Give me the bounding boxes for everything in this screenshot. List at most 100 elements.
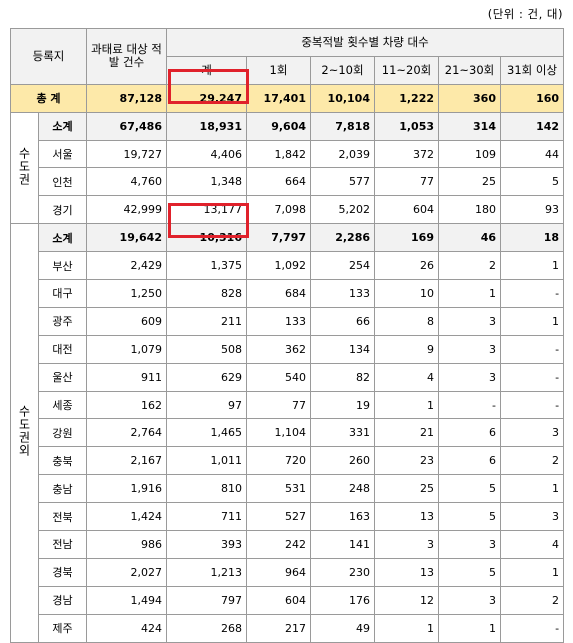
city-value: 2 <box>499 585 565 615</box>
city-value: 21 <box>374 418 439 448</box>
city-label: 경남 <box>38 585 87 615</box>
table-row-subtotal: 수도권 소계 67,486 18,931 9,604 7,818 1,053 314 142 <box>10 111 565 225</box>
city-value: 1,375 <box>166 251 247 281</box>
header-col-11-20: 11~20회 <box>374 55 439 85</box>
header-fine-cases: 과태료 대상 적발 건수 <box>86 28 167 85</box>
city-label: 충북 <box>38 446 87 476</box>
city-value: 664 <box>246 167 311 197</box>
header-col-21-30: 21~30회 <box>438 55 501 85</box>
table-row: 제주 424 268 217 49 1 1- <box>11 613 565 643</box>
subtotal-value: 19,642 <box>86 223 167 253</box>
table-row-subtotal: 수도권외 소계 19,642 10,316 7,797 2,286 169 46 18 <box>10 223 565 643</box>
table-row: 전북 1,424 711 527 163 13 5 3 <box>11 502 565 532</box>
header-col-31-plus: 31회 이상 <box>499 55 565 85</box>
subtotal-value: 46 <box>438 223 501 253</box>
subtotal-label: 소계 <box>38 223 87 253</box>
city-label: 제주 <box>38 613 87 643</box>
city-label: 세종 <box>38 390 87 420</box>
city-value: 97 <box>166 390 247 420</box>
city-value: 1,079 <box>86 334 167 364</box>
city-value: 2,039 <box>310 139 375 169</box>
city-value: 5 <box>438 557 501 587</box>
city-value: 162 <box>86 390 167 420</box>
table-row: 울산 911 629 540 82 4 3- <box>11 362 565 392</box>
city-value: 3 <box>499 502 565 532</box>
total-value: 360 <box>438 83 501 113</box>
city-value: 1 <box>374 390 439 420</box>
city-value: 2,764 <box>86 418 167 448</box>
city-value: 5 <box>438 474 501 504</box>
subtotal-value: 7,797 <box>246 223 311 253</box>
city-label: 경북 <box>38 557 87 587</box>
city-value: 163 <box>310 502 375 532</box>
region-group-label: 수도권 <box>10 111 39 225</box>
city-label: 강원 <box>38 418 87 448</box>
header-col-2-10: 2~10회 <box>310 55 375 85</box>
city-value: 331 <box>310 418 375 448</box>
table-row: 충남 1,916 810 531 248 25 5 1 <box>11 474 565 504</box>
city-value: - <box>499 362 565 392</box>
city-value: 577 <box>310 167 375 197</box>
city-value: 133 <box>246 306 311 336</box>
city-value: 176 <box>310 585 375 615</box>
city-value: 19,727 <box>86 139 167 169</box>
city-value: 6 <box>438 418 501 448</box>
city-value: 527 <box>246 502 311 532</box>
city-value: 6 <box>438 446 501 476</box>
city-value: 3 <box>438 585 501 615</box>
city-label: 부산 <box>38 251 87 281</box>
city-value: 1,011 <box>166 446 247 476</box>
total-value: 29,247 <box>166 83 247 113</box>
table-row-total: 총 계 87,128 29,247 17,401 10,104 1,222 360 160 <box>10 83 565 113</box>
header-region: 등록지 <box>10 28 87 85</box>
city-value: 1 <box>499 557 565 587</box>
city-value: - <box>499 334 565 364</box>
subtotal-value: 142 <box>499 111 565 141</box>
city-value: 25 <box>438 167 501 197</box>
city-value: 1,494 <box>86 585 167 615</box>
city-value: 254 <box>310 251 375 281</box>
city-label: 전북 <box>38 502 87 532</box>
city-value: 66 <box>310 306 375 336</box>
city-value: 211 <box>166 306 247 336</box>
city-value: 393 <box>166 530 247 559</box>
city-value: 13 <box>374 557 439 587</box>
city-value: 797 <box>166 585 247 615</box>
table-row: 세종 162 97 77 19 1- - <box>11 390 565 420</box>
city-value: 242 <box>246 530 311 559</box>
city-value: 1,916 <box>86 474 167 504</box>
city-label: 서울 <box>38 139 87 169</box>
city-value: 828 <box>166 279 247 308</box>
city-value: 1 <box>499 251 565 281</box>
city-value: 540 <box>246 362 311 392</box>
subtotal-value: 1,053 <box>374 111 439 141</box>
table-row: 인천 4,760 1,348 664 577 77 25 5 <box>11 167 565 197</box>
city-value: 711 <box>166 502 247 532</box>
header-col-total: 계 <box>166 55 247 85</box>
city-value: 684 <box>246 279 311 308</box>
city-value: 230 <box>310 557 375 587</box>
city-value: 964 <box>246 557 311 587</box>
subtotal-value: 18,931 <box>166 111 247 141</box>
city-value: 4 <box>374 362 439 392</box>
city-value: 5 <box>438 502 501 532</box>
table-row: 경기 42,999 13,177 7,098 5,202 604 180 93 <box>11 195 565 225</box>
city-value: 1,842 <box>246 139 311 169</box>
city-value: 2 <box>438 251 501 281</box>
city-value: 911 <box>86 362 167 392</box>
city-label: 대구 <box>38 279 87 308</box>
city-value: 424 <box>86 613 167 643</box>
subtotal-value: 10,316 <box>166 223 247 253</box>
city-value: 82 <box>310 362 375 392</box>
city-value: 508 <box>166 334 247 364</box>
region-group-name: 수도권 <box>17 146 31 186</box>
city-value: 1 <box>499 474 565 504</box>
total-value: 10,104 <box>310 83 375 113</box>
city-value: 1,213 <box>166 557 247 587</box>
city-label: 인천 <box>38 167 87 197</box>
region-group-name: 수도권외 <box>17 405 31 458</box>
city-value: 13 <box>374 502 439 532</box>
total-label: 총 계 <box>10 83 87 113</box>
table-row: 광주 609 211 133 66 8 3 1 <box>11 306 565 336</box>
header-col-1: 1회 <box>246 55 311 85</box>
